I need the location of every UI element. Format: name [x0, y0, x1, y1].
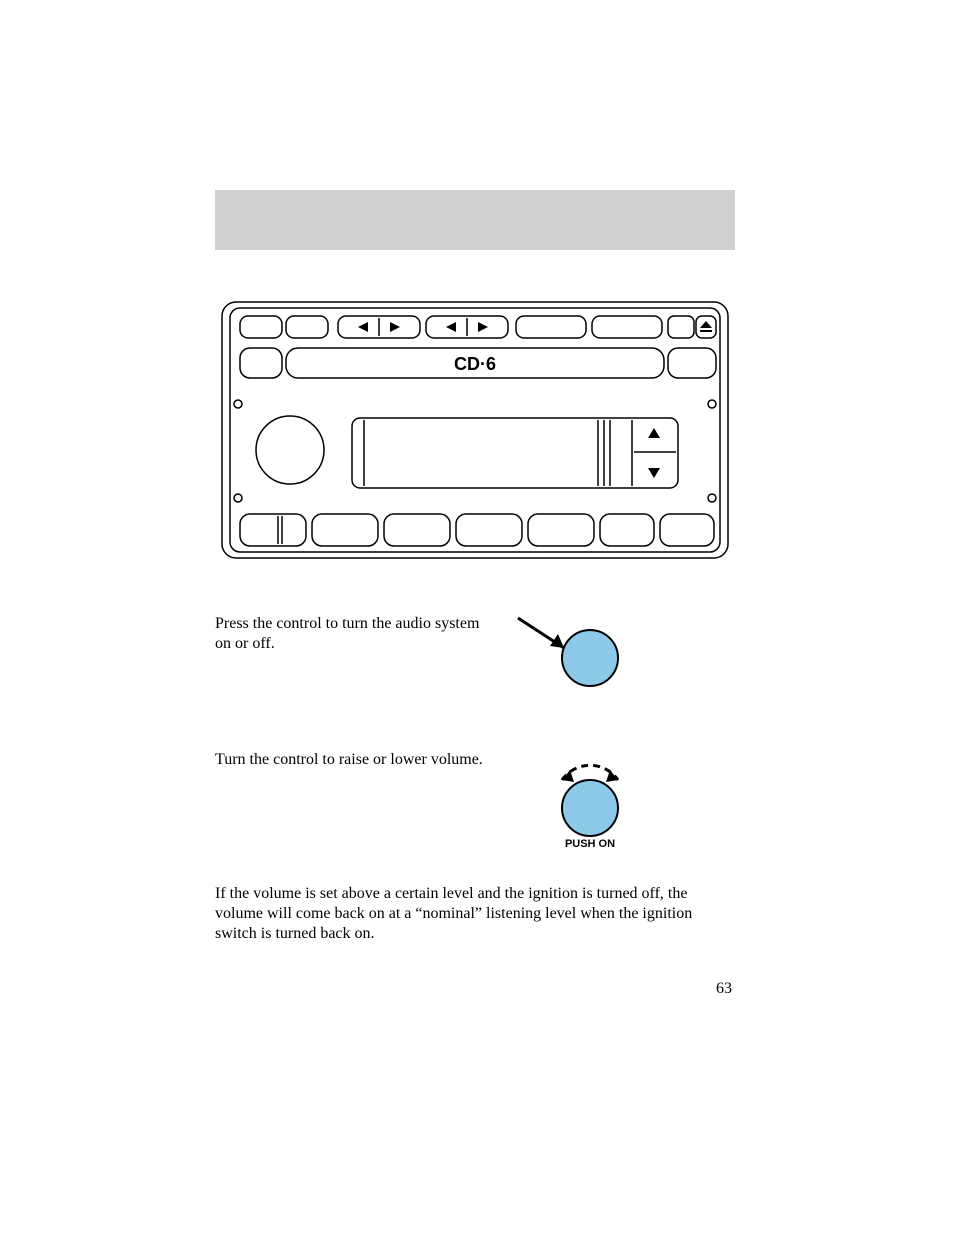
header-bar: [215, 190, 735, 250]
page-number: 63: [716, 980, 732, 998]
cd6-label: CD·6: [454, 354, 496, 374]
instruction-turn-text: Turn the control to raise or lower volum…: [215, 750, 495, 770]
instruction-press-text: Press the control to turn the audio syst…: [215, 614, 495, 654]
manual-page: CD·6 Press the control to turn the audio…: [0, 0, 954, 1235]
volume-note-text: If the volume is set above a certain lev…: [215, 884, 725, 944]
knob-press-diagram: [500, 608, 640, 698]
radio-faceplate-diagram: CD·6: [220, 300, 730, 560]
push-on-label: PUSH ON: [540, 838, 640, 850]
